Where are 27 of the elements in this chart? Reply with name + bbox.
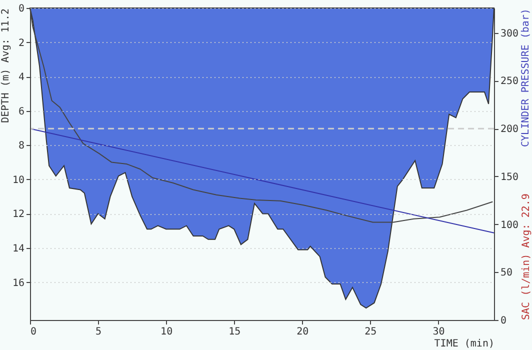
x-tick-label: 30 — [432, 326, 445, 338]
y2-tick-label: 200 — [500, 124, 519, 136]
y-tick-label: 8 — [18, 140, 24, 152]
y-tick-label: 16 — [12, 278, 24, 289]
x-tick-label: 20 — [296, 326, 309, 338]
y2-tick-label: 300 — [500, 28, 519, 40]
y2-tick-label: 150 — [500, 172, 519, 183]
x-tick-label: 0 — [30, 326, 37, 338]
y3-axis-title: SAC (l/min) Avg: 22.9 — [521, 194, 532, 320]
y-tick-label: 12 — [12, 209, 24, 220]
x-tick-label: 25 — [364, 326, 377, 338]
y2-tick-label: 50 — [500, 268, 513, 279]
y-axis-title: DEPTH (m) Avg: 11.2 — [0, 8, 12, 123]
y-tick-label: 0 — [18, 4, 24, 14]
y-tick-label: 4 — [18, 72, 24, 84]
y-tick-label: 6 — [18, 106, 24, 118]
y2-axis-title: CYLINDER PRESSURE (bar) — [520, 8, 532, 147]
x-tick-label: 5 — [96, 326, 102, 338]
y-tick-label: 10 — [12, 174, 24, 186]
x-axis-title: TIME (min) — [434, 338, 494, 350]
y-tick-label: 2 — [18, 38, 24, 49]
x-tick-label: 10 — [160, 326, 173, 338]
y2-tick-label: 0 — [500, 316, 507, 326]
y2-tick-label: 250 — [500, 76, 519, 88]
y2-tick-label: 100 — [500, 220, 519, 231]
y-tick-label: 14 — [12, 244, 24, 254]
x-tick-label: 15 — [228, 326, 241, 338]
